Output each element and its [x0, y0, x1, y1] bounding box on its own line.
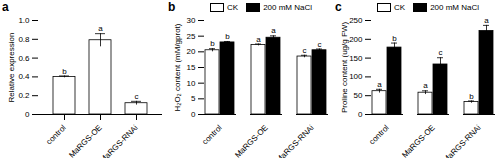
svg-text:5: 5	[191, 94, 196, 103]
svg-text:0.8: 0.8	[18, 35, 30, 44]
svg-text:20: 20	[187, 47, 196, 56]
svg-text:MaRGS-RNAi: MaRGS-RNAi	[274, 123, 316, 158]
svg-text:MaRGS-OE: MaRGS-OE	[400, 123, 437, 158]
svg-text:15: 15	[187, 63, 196, 72]
svg-text:a: a	[377, 80, 382, 89]
svg-text:a: a	[271, 26, 276, 35]
svg-text:Relative expression: Relative expression	[7, 33, 16, 103]
svg-text:b: b	[210, 39, 215, 48]
svg-text:250: 250	[349, 16, 363, 25]
svg-text:a: a	[423, 81, 428, 90]
svg-text:c: c	[318, 40, 322, 49]
svg-text:0.4: 0.4	[18, 72, 30, 81]
svg-text:150: 150	[349, 54, 363, 63]
svg-text:1.0: 1.0	[18, 16, 30, 25]
html-text:CK: CK	[227, 3, 239, 12]
svg-text:c: c	[303, 46, 307, 55]
svg-text:0: 0	[358, 110, 363, 119]
svg-text:control: control	[200, 123, 224, 147]
html-text:c: c	[335, 0, 342, 14]
svg-text:MaRGS-OE: MaRGS-OE	[67, 123, 104, 158]
html-text:a: a	[2, 0, 9, 14]
svg-text:MaRGS-RNAi: MaRGS-RNAi	[98, 123, 140, 158]
svg-text:control: control	[44, 123, 68, 147]
svg-text:10: 10	[187, 79, 196, 88]
svg-text:25: 25	[187, 32, 196, 41]
html-text:CK: CK	[394, 3, 406, 12]
svg-text:30: 30	[187, 16, 196, 25]
html-text:200 mM NaCl: 200 mM NaCl	[263, 3, 312, 12]
svg-text:c: c	[135, 92, 139, 101]
svg-text:b: b	[62, 67, 67, 76]
svg-text:MaRGS-RNAi: MaRGS-RNAi	[441, 123, 483, 158]
svg-text:MaRGS-OE: MaRGS-OE	[233, 123, 270, 158]
svg-text:b: b	[225, 32, 230, 41]
html-text:b: b	[168, 0, 176, 14]
svg-text:a: a	[256, 35, 261, 44]
svg-text:H₂O₂ content (mM/gprot): H₂O₂ content (mM/gprot)	[173, 23, 182, 111]
svg-text:0.2: 0.2	[18, 91, 30, 100]
svg-text:a: a	[484, 16, 489, 25]
svg-text:0: 0	[191, 110, 196, 119]
svg-text:100: 100	[349, 72, 363, 81]
svg-text:50: 50	[354, 91, 363, 100]
svg-text:b: b	[469, 92, 474, 101]
svg-text:200: 200	[349, 35, 363, 44]
svg-text:0.6: 0.6	[18, 54, 30, 63]
svg-text:0: 0	[25, 110, 30, 119]
svg-text:a: a	[98, 24, 103, 33]
svg-text:control: control	[367, 123, 391, 147]
svg-text:Proline content (ug/g FW): Proline content (ug/g FW)	[340, 22, 349, 113]
svg-text:c: c	[439, 48, 443, 57]
html-text:200 mM NaCl: 200 mM NaCl	[430, 3, 479, 12]
svg-text:b: b	[392, 34, 397, 43]
